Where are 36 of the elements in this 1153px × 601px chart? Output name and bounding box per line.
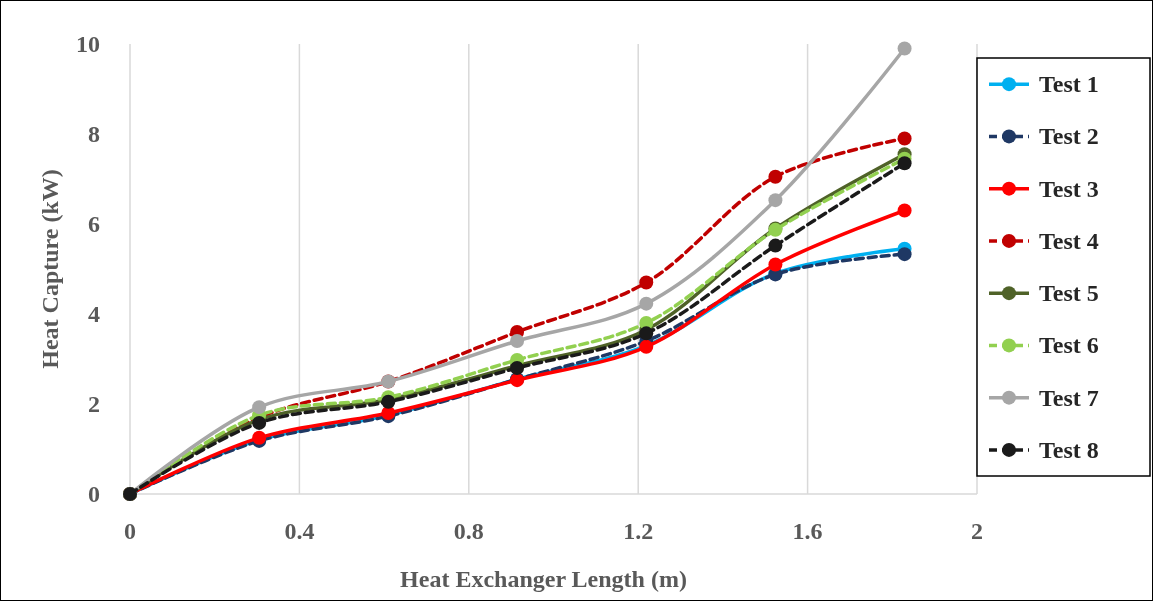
legend-label: Test 2 <box>1039 123 1099 150</box>
x-axis-title: Heat Exchanger Length (m) <box>400 566 687 592</box>
point <box>768 238 783 253</box>
legend-label: Test 5 <box>1039 280 1099 307</box>
point <box>639 326 654 341</box>
point <box>639 275 654 290</box>
y-axis-title: Heat Capture (kW) <box>37 169 63 369</box>
y-tick-label: 6 <box>88 211 100 237</box>
legend-label: Test 7 <box>1039 384 1099 411</box>
legend-label: Test 1 <box>1039 71 1099 98</box>
legend-label: Test 3 <box>1039 175 1099 202</box>
legend-label: Test 4 <box>1039 227 1099 254</box>
point <box>510 334 525 348</box>
point <box>897 131 912 146</box>
y-tick-label: 2 <box>88 391 100 417</box>
point <box>897 41 912 56</box>
x-tick-label: 0.8 <box>453 518 484 544</box>
point <box>897 247 912 262</box>
y-tick-label: 0 <box>88 481 100 507</box>
x-tick-label: 2 <box>971 518 983 544</box>
x-tick-label: 1.6 <box>792 518 823 544</box>
x-tick-label: 0 <box>124 518 136 544</box>
y-tick-label: 4 <box>88 301 100 327</box>
point <box>897 203 912 218</box>
legend-label: Test 8 <box>1039 436 1099 463</box>
point <box>639 296 654 311</box>
x-tick-label: 1.2 <box>623 518 654 544</box>
point <box>768 169 783 184</box>
y-tick-label: 10 <box>76 31 100 57</box>
legend-label: Test 6 <box>1039 332 1099 359</box>
y-tick-label: 8 <box>88 121 100 147</box>
point <box>768 193 783 208</box>
point <box>768 257 783 272</box>
point <box>252 400 267 415</box>
x-tick-label: 0.4 <box>284 518 315 544</box>
point <box>897 156 912 171</box>
